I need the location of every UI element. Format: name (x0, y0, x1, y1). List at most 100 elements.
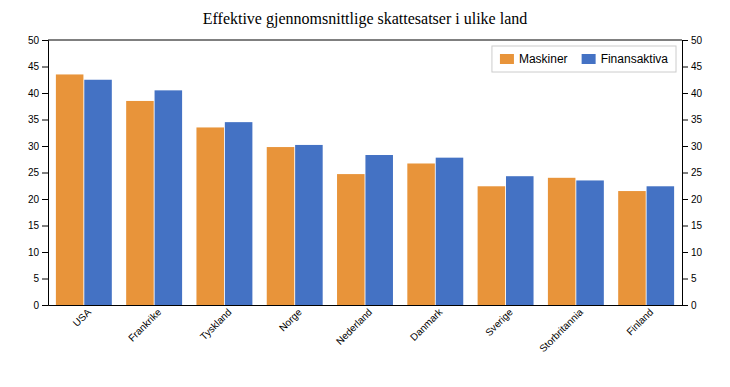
tick-mark (42, 146, 48, 147)
bar (365, 155, 393, 305)
bar (548, 178, 576, 305)
tick-label: 30 (28, 141, 40, 152)
tick: 50 (28, 35, 48, 46)
tick-mark (682, 146, 688, 147)
tick: 30 (682, 141, 703, 152)
tick-label: 0 (691, 300, 697, 311)
tick-label: Norge (277, 306, 304, 333)
tick-mark (42, 305, 48, 306)
bars (56, 74, 674, 305)
bar (126, 101, 154, 305)
tick-label: 25 (691, 167, 703, 178)
tick-label: 45 (691, 61, 703, 72)
axis-line (42, 41, 49, 306)
tick: 25 (28, 167, 48, 178)
tick-mark (42, 226, 48, 227)
tick: Norge (277, 306, 304, 333)
tick-label: 35 (28, 114, 40, 125)
tick: 0 (33, 300, 48, 311)
tick: 35 (682, 114, 703, 125)
tick: Storbritannia (537, 306, 585, 354)
tick-label: Sverige (483, 306, 515, 338)
tick-label: USA (71, 306, 94, 329)
tick-mark (42, 93, 48, 94)
bar-series (84, 80, 674, 305)
frame-line (48, 40, 682, 41)
tick: 10 (682, 247, 703, 258)
bar (56, 74, 84, 305)
tick: 30 (28, 141, 48, 152)
bar (576, 180, 604, 305)
tick-label: 35 (691, 114, 703, 125)
tick-mark (682, 252, 688, 253)
axis-line (49, 305, 683, 306)
tick-label: Danmark (408, 306, 445, 343)
tick: 20 (28, 194, 48, 205)
tick: Tyskland (198, 306, 234, 342)
tick: 40 (28, 88, 48, 99)
tick: 50 (682, 35, 703, 46)
tick: Sverige (483, 306, 515, 338)
legend-label: Maskiner (519, 52, 568, 66)
legend-item: Finansaktiva (582, 52, 669, 66)
plot: 0510152025303540455005101520253035404550… (28, 35, 703, 355)
tick: USA (71, 306, 94, 329)
tick-label: Storbritannia (537, 306, 585, 354)
tick-mark (682, 173, 688, 174)
legend: Maskiner Finansaktiva (492, 46, 676, 72)
tick-mark (42, 173, 48, 174)
bar (618, 191, 646, 305)
tick-mark (682, 40, 688, 41)
tick-label: 0 (33, 300, 39, 311)
legend-swatch (582, 54, 596, 64)
tick: 40 (682, 88, 703, 99)
bar (196, 127, 224, 305)
tick: 25 (682, 167, 703, 178)
chart: Effektive gjennomsnittlige skattesatser … (0, 0, 730, 387)
tick-mark (682, 93, 688, 94)
tick: Nederland (334, 306, 374, 346)
tick-label: 50 (28, 35, 40, 46)
tick-mark (42, 40, 48, 41)
bar (295, 145, 323, 305)
tick-label: 5 (33, 273, 39, 284)
tick: 20 (682, 194, 703, 205)
legend-label: Finansaktiva (601, 52, 669, 66)
title: Effektive gjennomsnittlige skattesatser … (203, 10, 528, 28)
bar (337, 174, 365, 305)
bar-series (56, 74, 646, 305)
tick: 5 (33, 273, 48, 284)
bar (407, 163, 435, 305)
tick-label: Finland (624, 306, 655, 337)
tick-label: Frankrike (126, 306, 164, 344)
tick-mark (682, 226, 688, 227)
tick-label: 40 (28, 88, 40, 99)
tick-mark (682, 199, 688, 200)
tick-label: 15 (28, 220, 40, 231)
tick: 10 (28, 247, 48, 258)
tick-label: 15 (691, 220, 703, 231)
tick-label: 25 (28, 167, 40, 178)
legend-box (492, 46, 676, 72)
tick-label: 45 (28, 61, 40, 72)
x-axis: USA Frankrike Tyskland Norge Nederland Danmar… (49, 306, 683, 355)
tick-label: 50 (691, 35, 703, 46)
tick-label: 20 (691, 194, 703, 205)
tick-mark (682, 120, 688, 121)
legend-item: Maskiner (500, 52, 568, 66)
bar (478, 186, 506, 305)
tick-label: Nederland (334, 306, 374, 346)
bar (267, 147, 295, 305)
tick-label: 40 (691, 88, 703, 99)
tick: Danmark (408, 306, 445, 343)
bar (155, 90, 183, 305)
tick-label: 20 (28, 194, 40, 205)
tick-label: 10 (28, 247, 40, 258)
tick-label: Tyskland (198, 306, 234, 342)
tick-label: 30 (691, 141, 703, 152)
tick: 45 (28, 61, 48, 72)
bar (647, 186, 675, 305)
tick: Finland (624, 306, 655, 337)
tick: 15 (28, 220, 48, 231)
tick-mark (682, 279, 688, 280)
